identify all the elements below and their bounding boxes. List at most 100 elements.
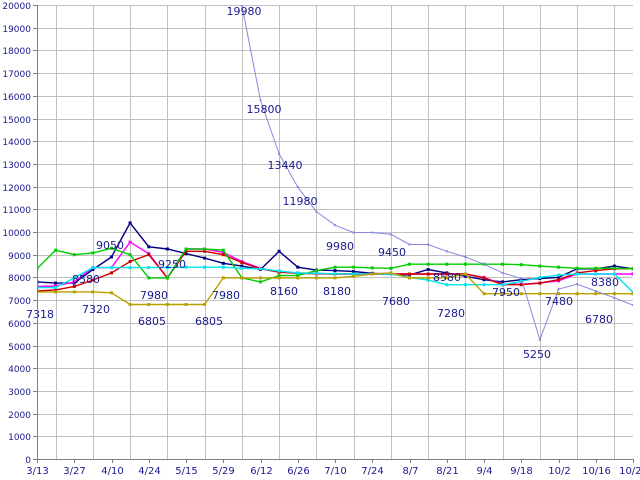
- series-marker-navy: [333, 269, 337, 273]
- series-marker-red: [110, 271, 113, 275]
- series-marker-green: [277, 274, 281, 278]
- series-marker-navy: [147, 245, 151, 249]
- series-marker-red: [426, 272, 430, 276]
- series-marker-cyan: [612, 272, 616, 276]
- series-marker-olive: [463, 272, 467, 276]
- y-tick-label: 12000: [2, 184, 31, 194]
- series-marker-periwinkle: [632, 304, 633, 307]
- series-marker-cyan: [91, 266, 95, 270]
- series-marker-green: [389, 266, 393, 270]
- series-marker-cyan: [445, 283, 449, 287]
- y-tick-label: 6000: [8, 320, 31, 330]
- series-marker-green: [333, 265, 337, 269]
- series-marker-periwinkle: [259, 99, 262, 102]
- x-tick-label: 3/27: [63, 466, 85, 477]
- series-marker-cyan: [538, 275, 542, 279]
- series-marker-olive: [128, 303, 132, 306]
- series-marker-periwinkle: [334, 224, 336, 227]
- series-marker-periwinkle: [389, 233, 392, 236]
- series-marker-magenta: [631, 272, 633, 276]
- series-marker-cyan: [296, 271, 300, 275]
- series-marker-olive: [54, 290, 58, 294]
- series-marker-green: [501, 262, 505, 266]
- series-marker-red: [408, 272, 411, 276]
- series-marker-red: [128, 260, 132, 263]
- data-label: 7318: [26, 308, 54, 321]
- series-marker-periwinkle: [501, 271, 504, 274]
- data-label: 7280: [437, 307, 465, 320]
- series-marker-green: [370, 266, 374, 270]
- y-tick-label: 15000: [2, 116, 31, 126]
- series-marker-cyan: [165, 266, 169, 270]
- y-tick-label: 9000: [8, 252, 31, 262]
- series-marker-olive: [259, 276, 262, 280]
- series-marker-magenta: [54, 284, 58, 288]
- data-label: 7980: [212, 289, 240, 302]
- x-tick-label: 10/16: [582, 466, 611, 477]
- data-label: 9050: [96, 239, 124, 252]
- series-marker-olive: [482, 292, 486, 296]
- series-marker-cyan: [221, 265, 225, 269]
- series-marker-cyan: [501, 283, 505, 287]
- series-cyan: [37, 265, 633, 294]
- series-marker-olive: [501, 292, 505, 296]
- series-marker-green: [91, 251, 95, 255]
- series-group: [37, 5, 633, 342]
- series-marker-periwinkle: [576, 283, 579, 286]
- data-label: 9980: [326, 240, 354, 253]
- data-label: 15800: [247, 103, 282, 116]
- series-marker-red: [147, 253, 151, 257]
- series-marker-cyan: [240, 266, 244, 270]
- series-marker-green: [557, 265, 560, 269]
- series-marker-navy: [277, 249, 281, 253]
- series-marker-olive: [165, 303, 169, 306]
- y-tick-label: 5000: [8, 343, 31, 353]
- series-marker-cyan: [314, 271, 318, 275]
- series-marker-green: [631, 267, 633, 271]
- data-label: 6805: [138, 315, 166, 328]
- x-tick-label: 6/12: [250, 466, 272, 477]
- series-marker-green: [72, 253, 76, 257]
- x-tick-label: 5/15: [175, 466, 197, 477]
- series-marker-navy: [426, 268, 430, 271]
- series-marker-olive: [389, 271, 393, 275]
- series-marker-cyan: [259, 267, 262, 271]
- series-marker-cyan: [54, 286, 58, 290]
- series-marker-green: [408, 262, 411, 266]
- series-marker-green: [54, 248, 58, 252]
- series-olive: [37, 271, 633, 306]
- series-marker-olive: [277, 276, 281, 280]
- series-marker-red: [221, 253, 225, 257]
- series-marker-cyan: [110, 266, 113, 270]
- series-marker-green: [426, 262, 430, 266]
- series-marker-cyan: [147, 266, 151, 270]
- data-label: 8380: [591, 276, 619, 289]
- series-marker-periwinkle: [538, 338, 541, 341]
- y-tick-label: 7000: [8, 297, 31, 307]
- series-marker-periwinkle: [557, 288, 560, 291]
- data-label: 8160: [270, 285, 298, 298]
- series-marker-olive: [352, 274, 356, 278]
- data-label: 9250: [158, 258, 186, 271]
- series-marker-periwinkle: [352, 231, 355, 234]
- series-marker-navy: [240, 264, 244, 268]
- series-marker-navy: [165, 247, 169, 251]
- series-marker-olive: [575, 292, 579, 296]
- x-tick-label: 6/26: [287, 466, 309, 477]
- x-axis: 3/13 3/27 4/10 4/24 5/15 5/29 6/12 6/26 7/10 7/24…: [26, 459, 640, 477]
- series-marker-olive: [203, 303, 207, 306]
- series-marker-navy: [184, 252, 188, 256]
- series-marker-olive: [147, 303, 151, 306]
- x-tick-label: 4/10: [101, 466, 123, 477]
- data-label: 8580: [72, 273, 100, 286]
- series-marker-navy: [612, 264, 616, 268]
- series-marker-green: [612, 266, 616, 270]
- series-marker-green: [445, 262, 449, 266]
- y-tick-label: 16000: [2, 93, 31, 103]
- series-marker-red: [91, 278, 95, 282]
- y-tick-label: 8000: [8, 274, 31, 284]
- data-label: 7950: [492, 286, 520, 299]
- y-tick-label: 20000: [2, 2, 31, 12]
- series-marker-periwinkle: [296, 186, 299, 189]
